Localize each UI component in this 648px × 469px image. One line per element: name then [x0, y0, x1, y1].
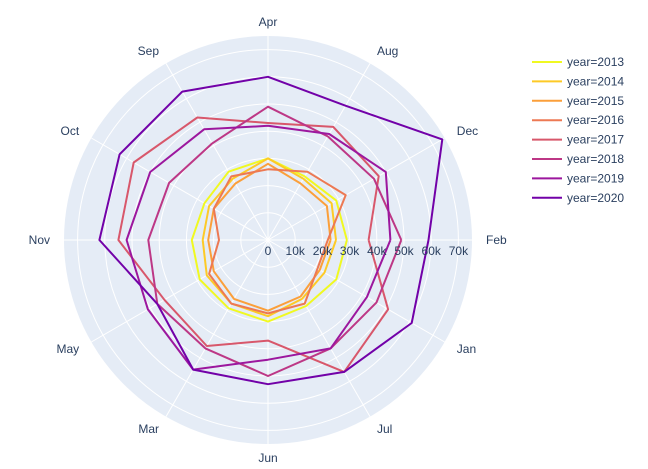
radial-tick-label: 0	[265, 244, 272, 258]
radial-tick-label: 30k	[340, 244, 360, 258]
legend-item[interactable]: year=2020	[532, 191, 624, 205]
series-line-year-2015[interactable]	[207, 162, 332, 312]
angular-tick-label: May	[57, 342, 80, 356]
legend-label: year=2017	[567, 133, 624, 147]
angular-tick-label: Jun	[258, 451, 277, 465]
angular-grid-spoke	[91, 137, 269, 241]
angular-tick-label: Apr	[259, 15, 278, 29]
legend[interactable]: year=2013 year=2014 year=2015 year=2016 year…	[532, 55, 624, 205]
series-line-year-2013[interactable]	[190, 157, 348, 323]
legend-label: year=2016	[567, 113, 624, 127]
legend-label: year=2020	[567, 191, 624, 205]
radial-tick-label: 40k	[367, 244, 387, 258]
angular-grid-spoke	[267, 63, 371, 241]
legend-label: year=2018	[567, 152, 624, 166]
legend-item[interactable]: year=2019	[532, 171, 624, 185]
radial-tick-label: 50k	[394, 244, 414, 258]
radial-tick-label: 70k	[449, 244, 469, 258]
legend-label: year=2019	[567, 171, 624, 185]
legend-item[interactable]: year=2016	[532, 113, 624, 127]
angular-grid-spoke	[267, 239, 445, 343]
angular-grid-spoke	[267, 239, 371, 417]
series-layer	[98, 75, 444, 386]
series-line-year-2014[interactable]	[201, 157, 337, 318]
angular-tick-label: Sep	[138, 44, 160, 58]
radial-tick-label: 10k	[286, 244, 306, 258]
angular-tick-label: Aug	[377, 44, 398, 58]
series-line-year-2020[interactable]	[98, 75, 444, 386]
angular-grid-spoke	[267, 137, 445, 241]
legend-item[interactable]: year=2014	[532, 74, 624, 88]
legend-item[interactable]: year=2018	[532, 152, 624, 166]
angular-tick-label: Mar	[138, 422, 159, 436]
legend-item[interactable]: year=2017	[532, 133, 624, 147]
legend-label: year=2013	[567, 55, 624, 69]
angular-tick-label: Jul	[377, 422, 392, 436]
angular-grid-spoke	[165, 63, 269, 241]
angular-tick-label: Oct	[61, 124, 80, 138]
radial-tick-label: 20k	[313, 244, 333, 258]
angular-tick-label: Dec	[457, 124, 478, 138]
radial-axis-labels: 0 10k 20k 30k 40k 50k 60k 70k	[265, 244, 469, 258]
radial-tick-label: 60k	[422, 244, 442, 258]
angular-grid-spoke	[165, 239, 269, 417]
legend-label: year=2014	[567, 74, 624, 88]
angular-tick-label: Jan	[457, 342, 476, 356]
angular-tick-label: Feb	[486, 233, 507, 247]
legend-item[interactable]: year=2015	[532, 94, 624, 108]
angular-axis-labels: Feb Dec Aug Apr Sep Oct Nov May Mar Jun Jul Jan	[29, 15, 507, 465]
series-line-year-2016[interactable]	[208, 168, 347, 315]
angular-tick-label: Nov	[29, 233, 50, 247]
legend-item[interactable]: year=2013	[532, 55, 624, 69]
series-line-year-2019[interactable]	[125, 124, 392, 371]
angular-grid-spoke	[91, 239, 269, 343]
legend-label: year=2015	[567, 94, 624, 108]
